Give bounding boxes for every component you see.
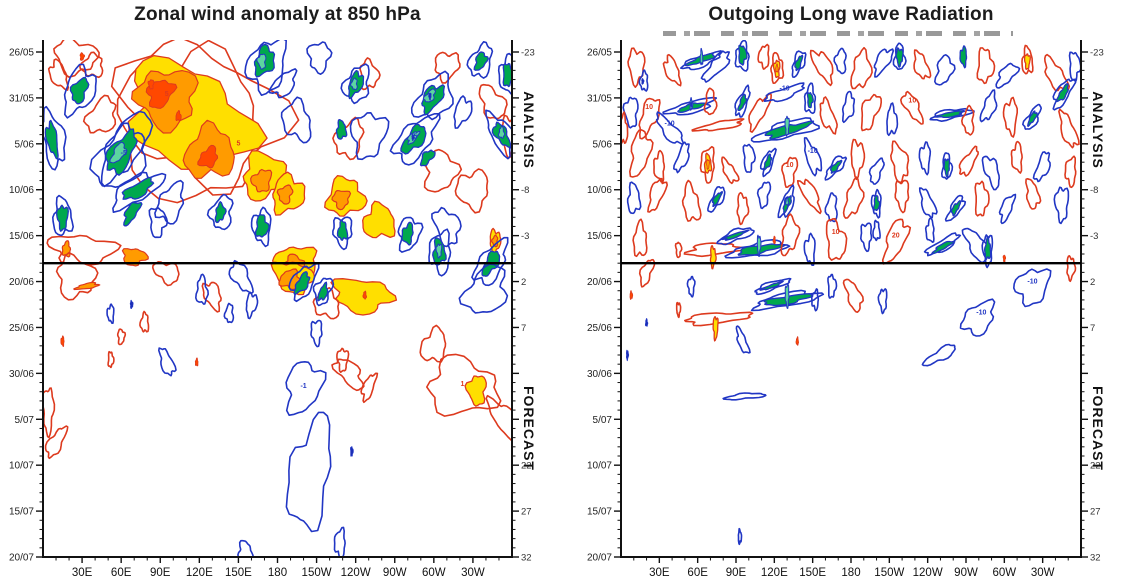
lead-day-tick-label: 27: [1090, 507, 1101, 518]
axes: 26/0531/055/0610/0615/0620/0625/0630/065…: [9, 40, 535, 579]
lead-day-tick-label: 32: [521, 553, 532, 564]
date-tick-label: 20/06: [587, 277, 612, 288]
date-tick-label: 10/07: [9, 461, 34, 472]
longitude-tick-label: 150W: [874, 567, 904, 579]
longitude-tick-label: 90E: [150, 567, 171, 579]
lead-day-tick-label: -3: [521, 231, 529, 242]
contour-field: 5 5 -5 -5 -1 1: [43, 40, 512, 557]
region-label-analysis: ANALYSIS: [521, 91, 537, 169]
svg-text:-5: -5: [411, 133, 417, 140]
svg-text:-10: -10: [664, 120, 674, 127]
region-label-forecast: FORECAST: [1090, 386, 1106, 471]
date-tick-label: 26/05: [587, 48, 612, 59]
date-tick-label: 26/05: [9, 48, 34, 59]
panel-olr: Outgoing Long wave Radiation 10 10 10 10 -10…: [563, 0, 1126, 585]
lead-day-tick-label: 22: [521, 461, 532, 472]
longitude-tick-label: 30W: [461, 567, 485, 579]
svg-text:20: 20: [892, 232, 900, 239]
date-tick-label: 15/07: [587, 507, 612, 518]
lead-day-tick-label: -8: [521, 185, 529, 196]
date-tick-label: 15/06: [587, 231, 612, 242]
date-tick-label: 5/07: [15, 415, 35, 426]
date-tick-label: 10/06: [9, 185, 34, 196]
longitude-tick-label: 120E: [761, 567, 788, 579]
date-tick-label: 30/06: [9, 369, 34, 380]
date-tick-label: 31/05: [9, 93, 34, 104]
svg-text:-1: -1: [300, 383, 306, 390]
date-tick-label: 25/06: [9, 323, 34, 334]
lead-day-tick-label: 2: [521, 277, 526, 288]
olr-title: Outgoing Long wave Radiation: [708, 4, 994, 25]
lead-day-tick-label: 7: [521, 323, 526, 334]
longitude-tick-label: 60W: [993, 567, 1017, 579]
longitude-tick-label: 90W: [383, 567, 407, 579]
contour-field: 10 10 10 10 -10 -10 -10 -10 -10 20: [621, 40, 1081, 546]
lead-day-tick-label: -8: [1090, 185, 1098, 196]
longitude-tick-label: 30W: [1031, 567, 1055, 579]
svg-text:-10: -10: [1027, 278, 1037, 285]
svg-text:-5: -5: [121, 150, 127, 157]
longitude-tick-label: 30E: [649, 567, 670, 579]
longitude-tick-label: 150E: [799, 567, 826, 579]
svg-text:10: 10: [832, 229, 840, 236]
date-tick-label: 20/07: [587, 553, 612, 564]
zonal-wind-title: Zonal wind anomaly at 850 hPa: [134, 4, 421, 25]
date-tick-label: 20/07: [9, 553, 34, 564]
longitude-tick-label: 90E: [726, 567, 747, 579]
lead-day-tick-label: 7: [1090, 323, 1095, 334]
date-tick-label: 5/07: [593, 415, 613, 426]
longitude-tick-label: 60W: [422, 567, 446, 579]
longitude-tick-label: 180: [841, 567, 860, 579]
date-tick-label: 25/06: [587, 323, 612, 334]
svg-text:10: 10: [786, 162, 794, 169]
svg-text:10: 10: [908, 98, 916, 105]
date-tick-label: 5/06: [593, 139, 613, 150]
date-tick-label: 31/05: [587, 93, 612, 104]
date-tick-label: 15/07: [9, 507, 34, 518]
longitude-tick-label: 120W: [341, 567, 371, 579]
svg-text:-10: -10: [976, 310, 986, 317]
svg-text:1: 1: [461, 381, 465, 388]
olr-contour-plot: 10 10 10 10 -10 -10 -10 -10 -10 20 26/05 31/05 5/06 1…: [587, 40, 1106, 579]
region-label-forecast: FORECAST: [521, 386, 537, 471]
lead-day-tick-label: 22: [1090, 461, 1101, 472]
region-label-analysis: ANALYSIS: [1090, 91, 1106, 169]
longitude-tick-label: 150E: [225, 567, 252, 579]
longitude-tick-label: 150W: [302, 567, 332, 579]
date-tick-label: 5/06: [15, 139, 35, 150]
date-tick-label: 10/07: [587, 461, 612, 472]
axes: 26/05 31/05 5/06 10/06 15/06 20/06 25/06 30/06 5…: [587, 40, 1104, 579]
longitude-tick-label: 90W: [954, 567, 978, 579]
date-tick-label: 15/06: [9, 231, 34, 242]
longitude-tick-label: 60E: [111, 567, 132, 579]
svg-text:10: 10: [645, 104, 653, 111]
date-tick-label: 10/06: [587, 185, 612, 196]
panel-zonal-wind: Zonal wind anomaly at 850 hPa 5 5 -5 -5 -1 1 2…: [9, 4, 537, 579]
date-tick-label: 20/06: [9, 277, 34, 288]
lead-day-tick-label: -3: [1090, 231, 1098, 242]
lead-day-tick-label: 32: [1090, 553, 1101, 564]
longitude-tick-label: 60E: [687, 567, 708, 579]
svg-text:-10: -10: [808, 148, 818, 155]
svg-text:5: 5: [236, 141, 240, 148]
svg-text:5: 5: [165, 91, 169, 98]
lead-day-tick-label: -23: [521, 48, 535, 59]
lead-day-tick-label: 27: [521, 507, 532, 518]
longitude-tick-label: 180: [268, 567, 287, 579]
lead-day-tick-label: -23: [1090, 48, 1104, 59]
svg-text:-10: -10: [779, 86, 789, 93]
zonal-wind-contour-plot: 55-5-5-1 126/0531/055/0610/0615/0620/0625…: [9, 40, 537, 579]
clipped-subtitle-remnant: [663, 31, 1013, 36]
lead-day-tick-label: 2: [1090, 277, 1095, 288]
date-tick-label: 30/06: [587, 369, 612, 380]
longitude-tick-label: 120E: [186, 567, 213, 579]
longitude-tick-label: 120W: [913, 567, 943, 579]
longitude-tick-label: 30E: [72, 567, 93, 579]
